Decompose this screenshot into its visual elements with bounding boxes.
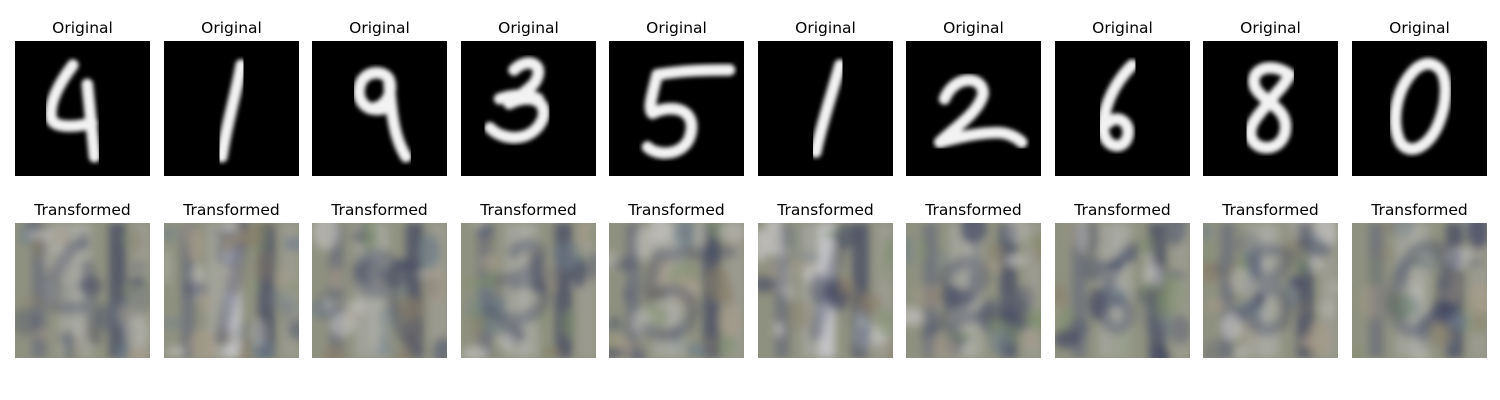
transformed-title: Transformed — [480, 201, 577, 219]
original-digit-image — [1055, 41, 1190, 176]
original-title: Original — [1240, 19, 1301, 37]
transformed-image — [312, 223, 447, 358]
handwritten-digit — [810, 59, 846, 158]
handwritten-digit — [1097, 59, 1138, 152]
transformed-image — [609, 223, 744, 358]
original-digit-image — [15, 41, 150, 176]
original-digit-image — [758, 41, 893, 176]
handwritten-digit — [933, 74, 1028, 149]
transformed-title: Transformed — [777, 201, 874, 219]
transformed-image — [461, 223, 596, 358]
transformed-title: Transformed — [331, 201, 428, 219]
transformed-title: Transformed — [1222, 201, 1319, 219]
original-digit-image — [1203, 41, 1338, 176]
original-digit-image — [461, 41, 596, 176]
transformed-title: Transformed — [183, 201, 280, 219]
transformed-image — [1352, 223, 1487, 358]
original-title: Original — [1389, 19, 1450, 37]
original-digit-image — [906, 41, 1041, 176]
original-title: Original — [52, 19, 113, 37]
transformed-image — [758, 223, 893, 358]
transformed-title: Transformed — [34, 201, 131, 219]
transformed-title: Transformed — [1074, 201, 1171, 219]
original-title: Original — [795, 19, 856, 37]
transformed-image — [1055, 223, 1190, 358]
original-digit-image — [312, 41, 447, 176]
original-digit-image — [1352, 41, 1487, 176]
original-digit-image — [609, 41, 744, 176]
original-title: Original — [646, 19, 707, 37]
transformed-image — [164, 223, 299, 358]
original-title: Original — [498, 19, 559, 37]
handwritten-digit — [1389, 58, 1452, 155]
original-title: Original — [1092, 19, 1153, 37]
handwritten-digit — [1244, 62, 1296, 154]
original-title: Original — [201, 19, 262, 37]
original-title: Original — [349, 19, 410, 37]
handwritten-digit — [353, 67, 412, 163]
handwritten-digit — [641, 64, 736, 159]
transformed-image — [1203, 223, 1338, 358]
handwritten-digit — [216, 59, 247, 163]
handwritten-digit — [484, 57, 550, 144]
original-title: Original — [943, 19, 1004, 37]
handwritten-digit — [45, 59, 101, 163]
transformed-image — [15, 223, 150, 358]
transformed-title: Transformed — [925, 201, 1022, 219]
transformed-title: Transformed — [628, 201, 725, 219]
original-digit-image — [164, 41, 299, 176]
transformed-title: Transformed — [1371, 201, 1468, 219]
transformed-image — [906, 223, 1041, 358]
